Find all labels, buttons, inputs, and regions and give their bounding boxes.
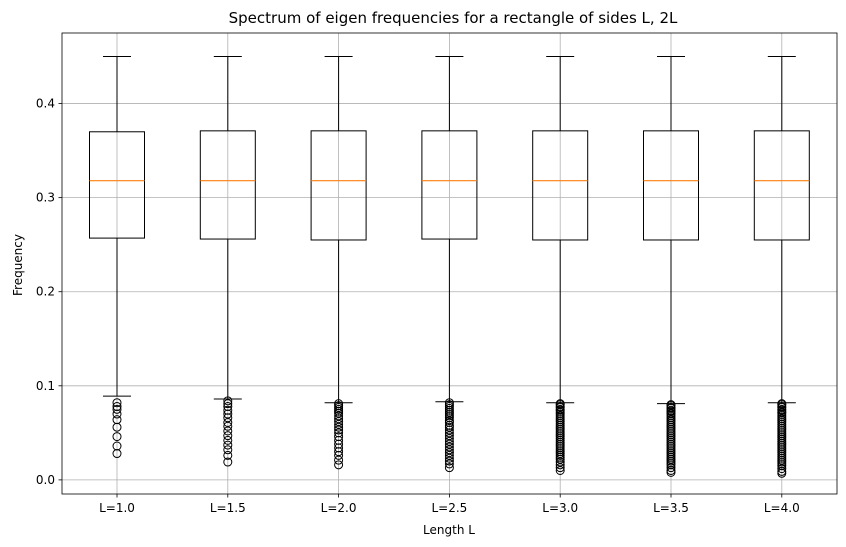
outlier-point xyxy=(334,422,344,432)
x-tick-label: L=2.5 xyxy=(431,501,467,515)
x-axis-label: Length L xyxy=(423,523,475,537)
outlier-point xyxy=(223,399,233,409)
y-tick-label: 0.0 xyxy=(36,473,55,487)
outlier-point xyxy=(444,453,454,463)
y-tick-label: 0.2 xyxy=(36,285,55,299)
outlier-point xyxy=(555,460,565,470)
outlier-point xyxy=(223,450,233,460)
outlier-point xyxy=(666,463,676,473)
outlier-point xyxy=(223,440,233,450)
outlier-point xyxy=(444,463,454,473)
y-tick-label: 0.1 xyxy=(36,379,55,393)
y-tick-label: 0.4 xyxy=(36,97,55,111)
outlier-point xyxy=(334,425,344,435)
outlier-point xyxy=(223,426,233,436)
x-tick-label: L=4.0 xyxy=(764,501,800,515)
axis-layer: 0.0 0.1 0.2 0.3 0.4 L=1.0 L=1.5 L=2.0 L=2.5 L=3.0… xyxy=(36,97,800,515)
outlier-point xyxy=(444,459,454,469)
outlier-point xyxy=(555,463,565,473)
outlier-point xyxy=(334,455,344,465)
x-tick-label: L=3.5 xyxy=(653,501,689,515)
box xyxy=(89,131,145,239)
outlier-point xyxy=(444,456,454,466)
outlier-point xyxy=(112,409,122,419)
outlier-point xyxy=(112,398,122,408)
outlier-point xyxy=(223,396,233,406)
outlier-point xyxy=(112,422,122,432)
box xyxy=(310,130,367,241)
outlier-point xyxy=(223,445,233,455)
outlier-point xyxy=(555,465,565,475)
outlier-point xyxy=(666,467,676,477)
x-tick-label: L=1.0 xyxy=(99,501,135,515)
outlier-point xyxy=(223,421,233,431)
outlier-point xyxy=(223,431,233,441)
outlier-point xyxy=(777,464,787,474)
outlier-point xyxy=(334,450,344,460)
box xyxy=(753,130,810,241)
box-layer xyxy=(89,56,810,478)
box xyxy=(199,130,256,240)
outlier-point xyxy=(112,404,122,414)
box xyxy=(532,130,589,241)
x-tick-label: L=3.0 xyxy=(542,501,578,515)
chart-title: Spectrum of eigen frequencies for a rect… xyxy=(229,9,678,27)
x-tick-label: L=1.5 xyxy=(210,501,246,515)
y-axis-label: Frequency xyxy=(11,234,25,296)
x-tick-label: L=2.0 xyxy=(321,501,357,515)
outlier-point xyxy=(777,468,787,478)
outlier-point xyxy=(223,457,233,467)
box xyxy=(643,130,699,241)
outlier-point xyxy=(334,460,344,470)
outlier-point xyxy=(112,432,122,442)
box xyxy=(421,130,478,240)
y-tick-label: 0.3 xyxy=(36,191,55,205)
outlier-point xyxy=(112,449,122,459)
outlier-point xyxy=(223,435,233,445)
